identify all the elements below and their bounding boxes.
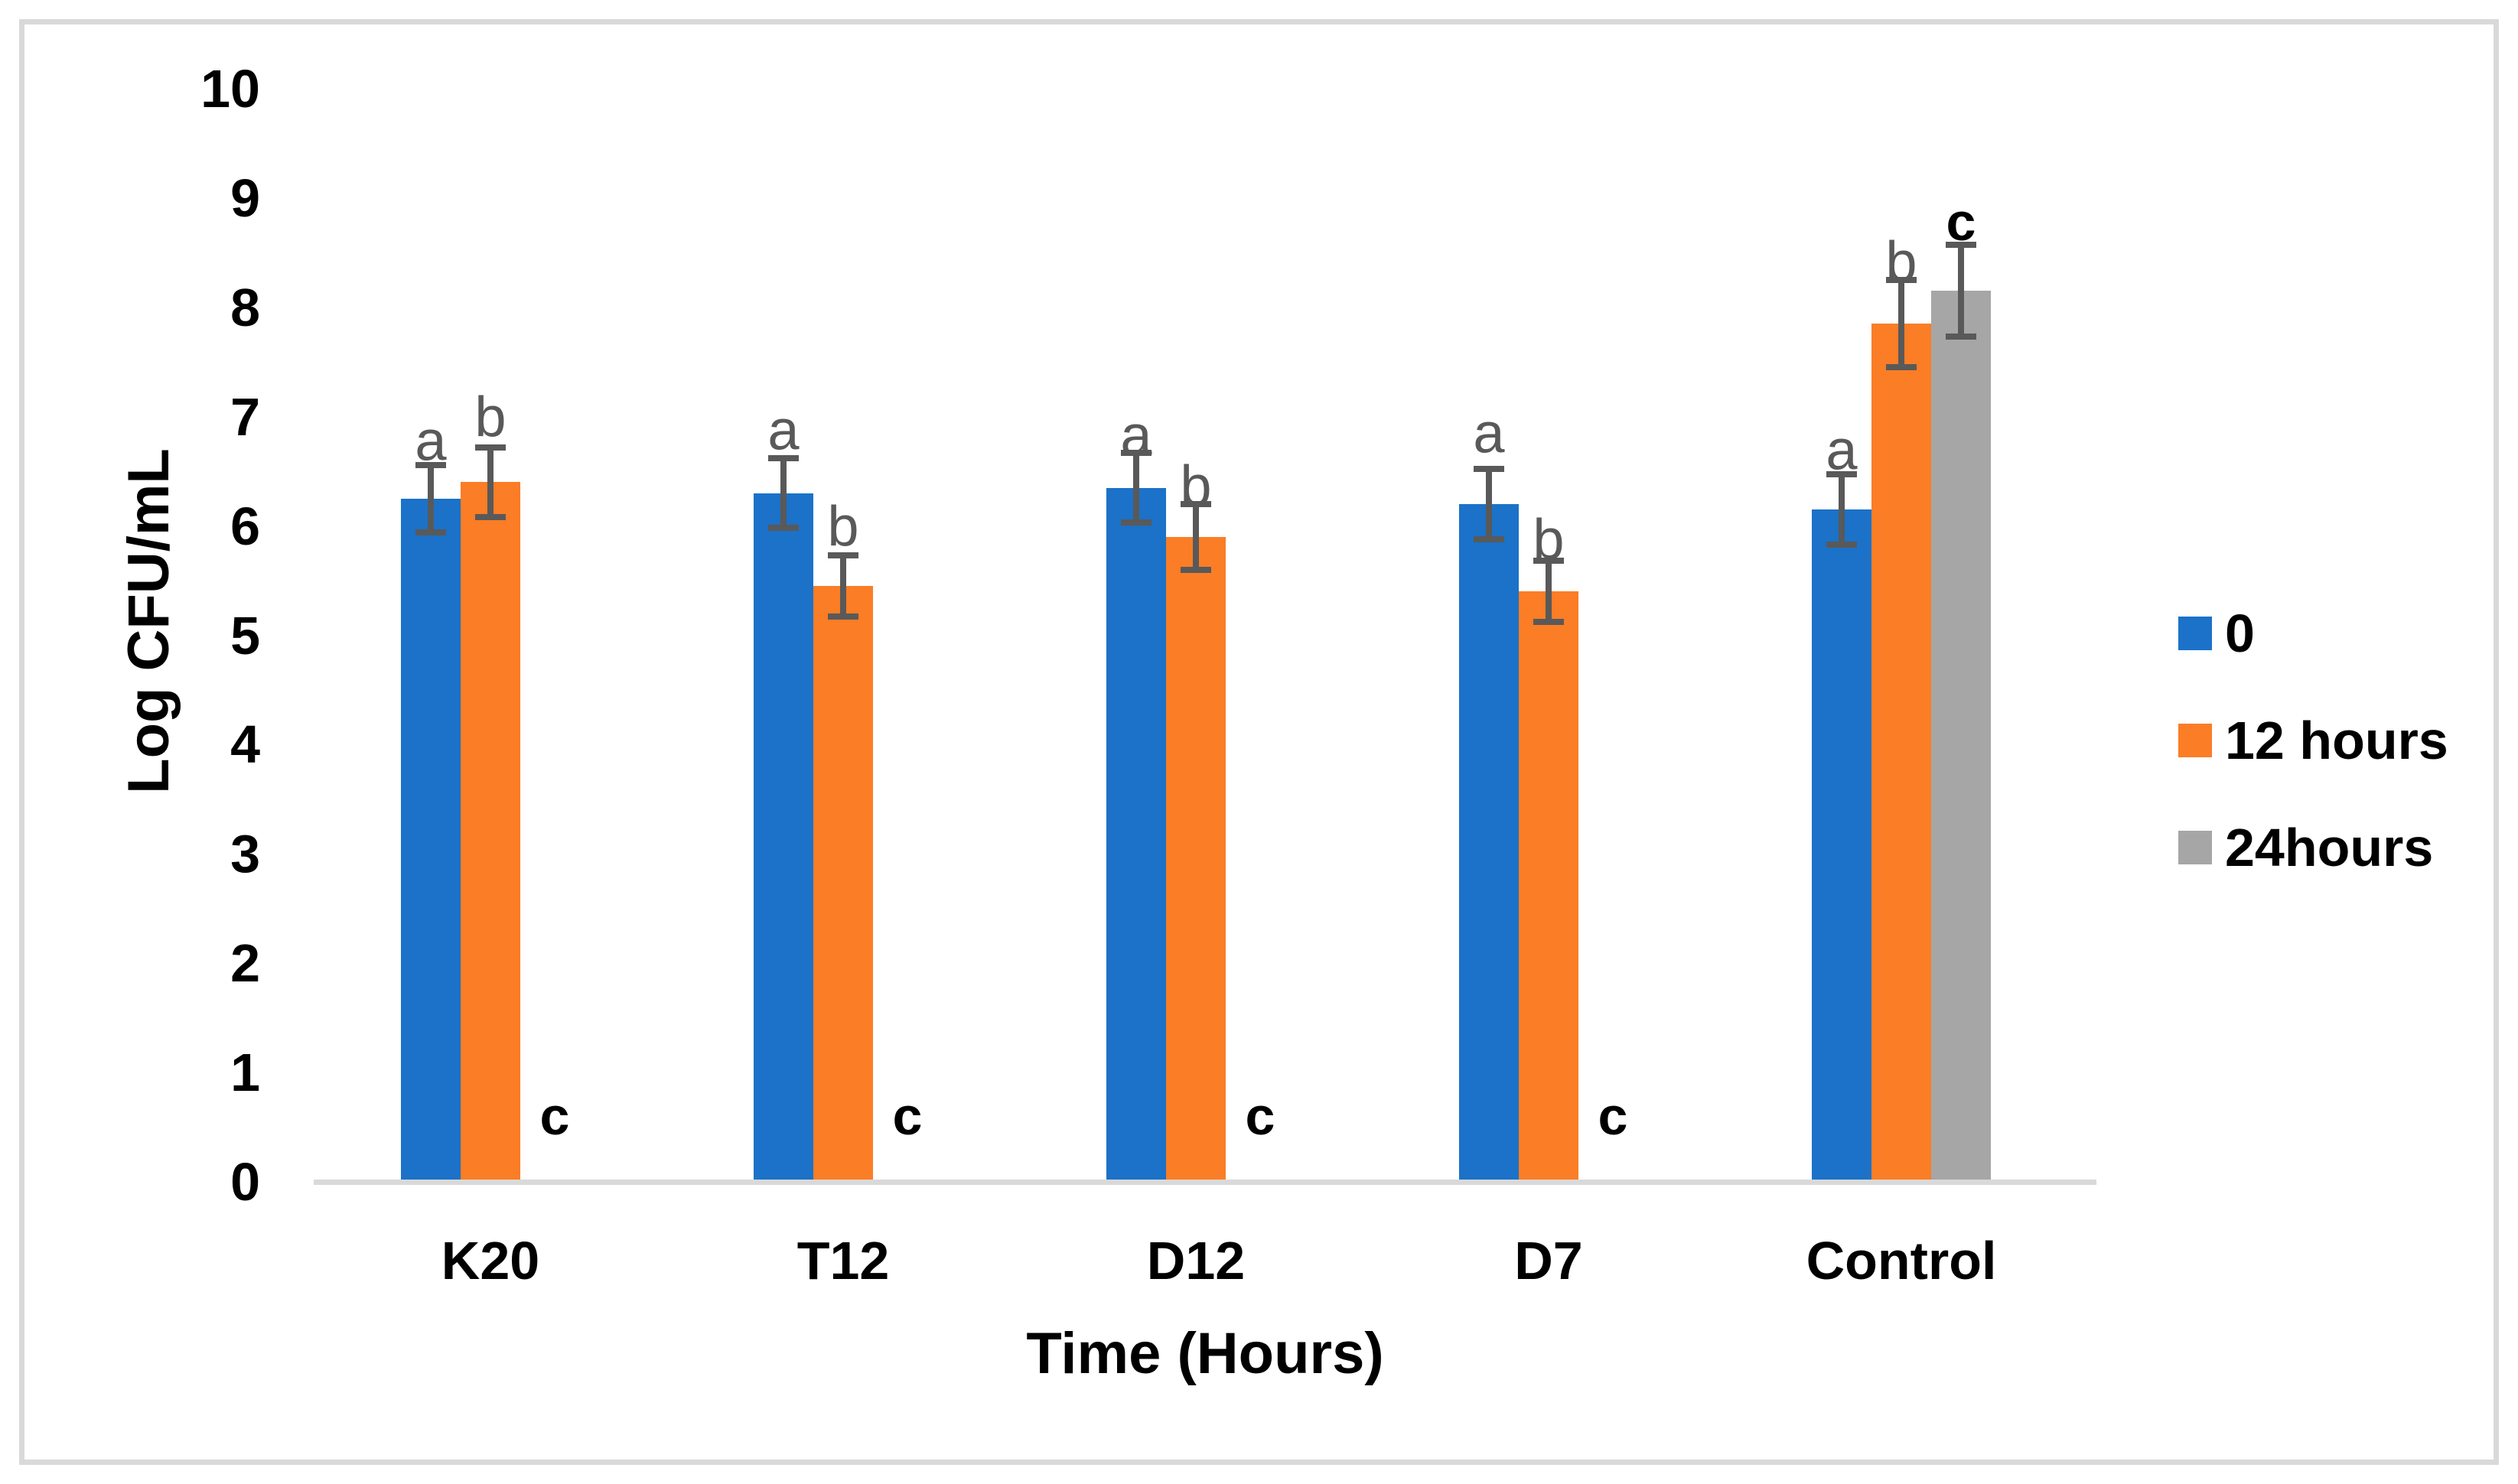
y-axis-tick-label: 6 (230, 496, 260, 556)
legend-swatch-icon (2178, 831, 2212, 864)
bar-12-hours-K20 (461, 482, 520, 1180)
bar-0-K20 (401, 498, 461, 1180)
x-axis-category-label: D12 (1146, 1231, 1246, 1290)
error-bar (415, 461, 446, 468)
bar-12-hours-T12 (813, 586, 873, 1180)
y-axis-tick-label: 0 (230, 1152, 260, 1212)
error-bar (1886, 277, 1917, 284)
significance-letter-c-D12: c (1245, 1086, 1275, 1147)
y-axis-tick-label: 10 (200, 59, 260, 119)
significance-letter-a-D7: a (1473, 401, 1505, 465)
bar-12-hours-Control (1871, 324, 1931, 1180)
error-bar (1121, 519, 1152, 526)
error-bar (768, 455, 799, 461)
error-bar (1181, 501, 1211, 508)
significance-letter-b-D12: b (1180, 454, 1212, 518)
legend-label: 24hours (2225, 818, 2434, 877)
significance-letter-a-Control: a (1826, 418, 1858, 482)
error-bar (1133, 452, 1139, 523)
error-bar (1886, 364, 1917, 371)
bar-0-Control (1812, 509, 1871, 1180)
error-bar (1946, 334, 1976, 340)
significance-letter-c-T12: c (892, 1086, 923, 1147)
error-bar (1958, 245, 1964, 337)
error-bar (1486, 469, 1492, 539)
y-axis-tick-label: 1 (230, 1043, 260, 1103)
error-bar (1193, 504, 1199, 570)
significance-letter-a-K20: a (415, 408, 447, 473)
significance-letter-b-Control: b (1885, 229, 1917, 294)
bar-12-hours-D7 (1519, 591, 1578, 1180)
error-bar (1826, 471, 1857, 478)
error-bar (1121, 449, 1152, 456)
y-axis-tick-label: 4 (230, 714, 260, 775)
x-axis-category-label: T12 (796, 1231, 890, 1290)
significance-letter-c-Control: c (1946, 192, 1976, 252)
y-axis-tick-label: 7 (230, 386, 260, 447)
error-bar (1898, 280, 1904, 368)
error-bar (475, 514, 506, 521)
x-axis-category-label: K20 (441, 1231, 540, 1290)
error-bar (840, 555, 846, 617)
y-axis-tick-label: 9 (230, 168, 260, 228)
y-axis-tick-label: 5 (230, 605, 260, 666)
significance-letter-a-D12: a (1120, 403, 1152, 467)
error-bar (1946, 242, 1976, 249)
bar-24hours-Control (1931, 291, 1991, 1180)
y-axis-tick-label: 2 (230, 933, 260, 994)
x-axis-line (314, 1180, 2096, 1185)
x-axis-category-label: Control (1806, 1231, 1997, 1290)
bar-0-T12 (754, 493, 813, 1180)
error-bar (1826, 541, 1857, 548)
significance-letter-c-K20: c (539, 1086, 570, 1147)
error-bar (780, 458, 787, 529)
y-axis-tick-label: 3 (230, 824, 260, 884)
error-bar (1839, 474, 1845, 545)
legend-label: 12 hours (2225, 711, 2448, 770)
error-bar (828, 613, 858, 620)
error-bar (1533, 619, 1564, 626)
figure-border (19, 19, 2499, 1465)
error-bar (1533, 558, 1564, 565)
legend-swatch-icon (2178, 724, 2212, 757)
legend-item: 24hours (2178, 818, 2434, 877)
legend-item: 12 hours (2178, 711, 2448, 770)
error-bar (1474, 466, 1504, 473)
error-bar (487, 447, 494, 518)
error-bar (828, 552, 858, 559)
bar-0-D12 (1106, 487, 1166, 1180)
significance-letter-b-D7: b (1533, 507, 1565, 571)
x-axis-title: Time (Hours) (1026, 1321, 1384, 1386)
y-axis-tick-label: 8 (230, 277, 260, 337)
significance-letter-b-T12: b (827, 494, 859, 558)
bar-12-hours-D12 (1166, 536, 1226, 1180)
error-bar (1181, 566, 1211, 573)
significance-letter-a-T12: a (767, 398, 800, 462)
error-bar (428, 464, 434, 533)
legend-swatch-icon (2178, 617, 2212, 650)
error-bar (475, 444, 506, 451)
legend-label: 0 (2225, 604, 2255, 663)
error-bar (768, 525, 799, 532)
error-bar (1546, 561, 1552, 623)
error-bar (415, 529, 446, 536)
legend-item: 0 (2178, 604, 2255, 663)
significance-letter-b-K20: b (474, 385, 507, 449)
significance-letter-c-D7: c (1598, 1086, 1628, 1147)
x-axis-category-label: D7 (1514, 1231, 1583, 1290)
error-bar (1474, 535, 1504, 542)
bar-0-D7 (1459, 504, 1519, 1180)
